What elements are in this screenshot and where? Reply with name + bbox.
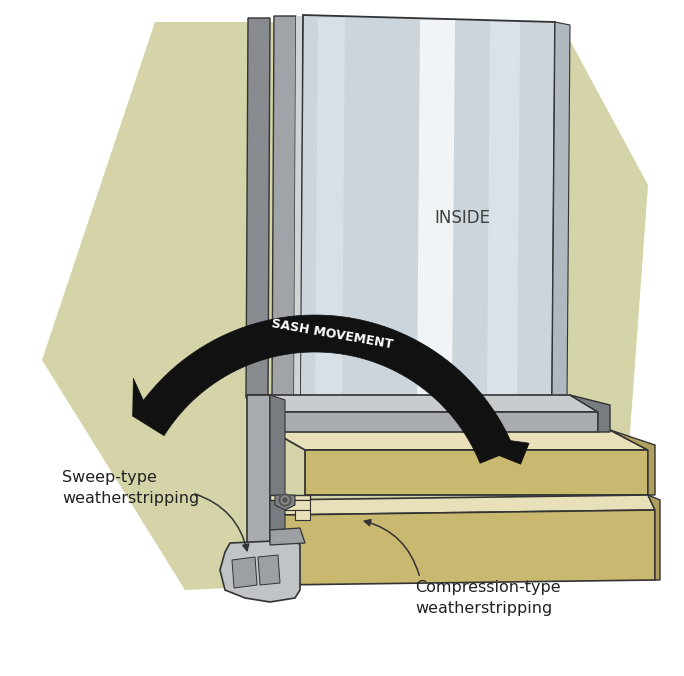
Polygon shape: [294, 16, 302, 397]
Polygon shape: [133, 379, 167, 416]
Text: SASH MOVEMENT: SASH MOVEMENT: [270, 317, 394, 352]
Polygon shape: [133, 315, 514, 463]
Polygon shape: [610, 430, 655, 495]
Polygon shape: [417, 20, 455, 396]
Polygon shape: [300, 15, 555, 398]
Polygon shape: [220, 540, 300, 602]
Text: Sweep-type
weatherstripping: Sweep-type weatherstripping: [62, 470, 199, 506]
Polygon shape: [270, 528, 305, 545]
Polygon shape: [275, 495, 295, 510]
Polygon shape: [648, 495, 660, 580]
Polygon shape: [270, 430, 648, 450]
Polygon shape: [295, 510, 310, 520]
Polygon shape: [246, 395, 598, 412]
Polygon shape: [270, 495, 655, 515]
Polygon shape: [305, 450, 648, 495]
Polygon shape: [285, 500, 310, 510]
Polygon shape: [278, 510, 655, 585]
Polygon shape: [499, 441, 529, 464]
Polygon shape: [552, 22, 570, 400]
Polygon shape: [258, 555, 280, 585]
Text: Compression-type
weatherstripping: Compression-type weatherstripping: [415, 580, 561, 616]
Polygon shape: [270, 395, 285, 545]
Polygon shape: [315, 18, 345, 395]
FancyArrowPatch shape: [365, 520, 419, 575]
Circle shape: [281, 496, 289, 504]
Circle shape: [283, 498, 287, 502]
Polygon shape: [270, 412, 598, 432]
Polygon shape: [247, 395, 270, 545]
Polygon shape: [570, 395, 610, 432]
Polygon shape: [42, 22, 648, 590]
Polygon shape: [272, 16, 296, 397]
Circle shape: [279, 494, 291, 506]
Text: INSIDE: INSIDE: [434, 209, 490, 227]
Polygon shape: [246, 18, 270, 398]
Polygon shape: [270, 495, 310, 500]
FancyArrowPatch shape: [195, 494, 249, 551]
Polygon shape: [487, 22, 520, 396]
Polygon shape: [232, 557, 257, 588]
